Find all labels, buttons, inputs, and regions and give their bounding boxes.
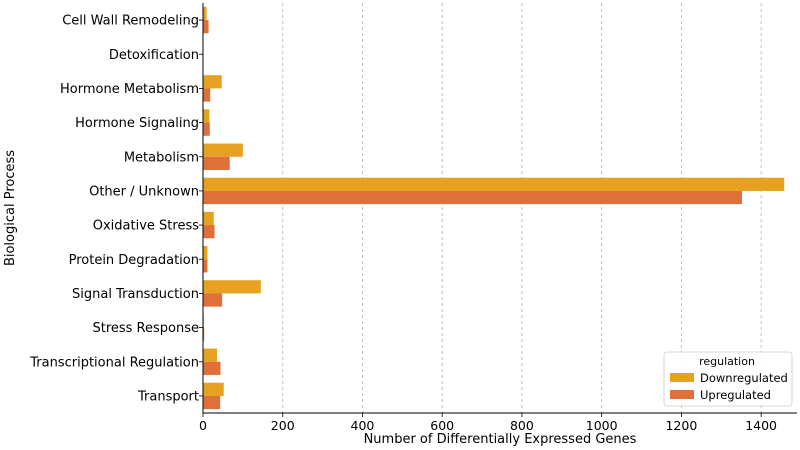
legend: regulation Downregulated Upregulated bbox=[663, 351, 793, 407]
x-tick-label: 800 bbox=[510, 418, 534, 433]
bar-downregulated-hormone-signaling bbox=[203, 109, 210, 123]
category-label-protein-degradation: Protein Degradation bbox=[69, 253, 199, 268]
category-label-signal-transduction: Signal Transduction bbox=[72, 287, 199, 302]
legend-label-downregulated: Downregulated bbox=[700, 371, 788, 385]
bar-layer bbox=[203, 6, 785, 410]
axis-layer: 0 200 400 600 800 1000 1200 1400 Cell Wall Remod… bbox=[29, 3, 797, 433]
bar-downregulated-cell-wall-remodeling bbox=[203, 6, 207, 21]
bar-downregulated-protein-degradation bbox=[203, 246, 208, 260]
category-label-other-unknown: Other / Unknown bbox=[89, 184, 199, 199]
x-tick-label: 0 bbox=[199, 418, 207, 433]
y-axis-title: Biological Process bbox=[3, 150, 18, 266]
x-axis-title: Number of Differentially Expressed Genes bbox=[364, 432, 637, 447]
category-label-detoxification: Detoxification bbox=[109, 48, 199, 63]
x-tick-label: 1400 bbox=[745, 418, 777, 433]
category-label-metabolism: Metabolism bbox=[124, 150, 199, 165]
bar-upregulated-transcriptional-regulation bbox=[203, 361, 221, 375]
x-tick-label: 400 bbox=[351, 418, 375, 433]
bar-upregulated-protein-degradation bbox=[203, 259, 208, 273]
bar-upregulated-other-unknown bbox=[203, 190, 742, 205]
x-tick-label: 1200 bbox=[665, 418, 697, 433]
category-label-transport: Transport bbox=[137, 389, 199, 404]
bar-upregulated-hormone-signaling bbox=[203, 122, 210, 136]
category-label-stress-response: Stress Response bbox=[92, 321, 199, 336]
legend-title: regulation bbox=[699, 355, 755, 368]
x-tick-label: 600 bbox=[430, 418, 454, 433]
bar-downregulated-metabolism bbox=[203, 143, 243, 157]
category-label-cell-wall-remodeling: Cell Wall Remodeling bbox=[62, 14, 199, 29]
bar-upregulated-hormone-metabolism bbox=[203, 88, 211, 102]
category-label-hormone-signaling: Hormone Signaling bbox=[75, 116, 199, 131]
category-label-oxidative-stress: Oxidative Stress bbox=[93, 219, 199, 234]
grid-layer bbox=[282, 3, 762, 413]
x-tick-label: 1000 bbox=[586, 418, 618, 433]
bar-downregulated-oxidative-stress bbox=[203, 211, 214, 226]
bar-downregulated-other-unknown bbox=[203, 177, 785, 191]
bar-downregulated-transport bbox=[203, 382, 224, 396]
legend-frame bbox=[663, 351, 793, 407]
bar-upregulated-stress-response bbox=[203, 327, 205, 341]
x-tick-label: 200 bbox=[271, 418, 295, 433]
legend-swatch-downregulated bbox=[670, 373, 694, 382]
bar-upregulated-signal-transduction bbox=[203, 293, 223, 307]
bar-upregulated-cell-wall-remodeling bbox=[203, 20, 209, 34]
bar-downregulated-hormone-metabolism bbox=[203, 75, 222, 89]
legend-label-upregulated: Upregulated bbox=[700, 388, 771, 402]
category-label-transcriptional-regulation: Transcriptional Regulation bbox=[29, 355, 199, 370]
legend-swatch-upregulated bbox=[670, 390, 694, 399]
bar-upregulated-metabolism bbox=[203, 156, 230, 170]
bar-upregulated-oxidative-stress bbox=[203, 225, 215, 239]
category-label-hormone-metabolism: Hormone Metabolism bbox=[60, 82, 199, 97]
bar-downregulated-signal-transduction bbox=[203, 280, 261, 294]
bar-upregulated-transport bbox=[203, 395, 221, 410]
bar-downregulated-transcriptional-regulation bbox=[203, 348, 217, 362]
